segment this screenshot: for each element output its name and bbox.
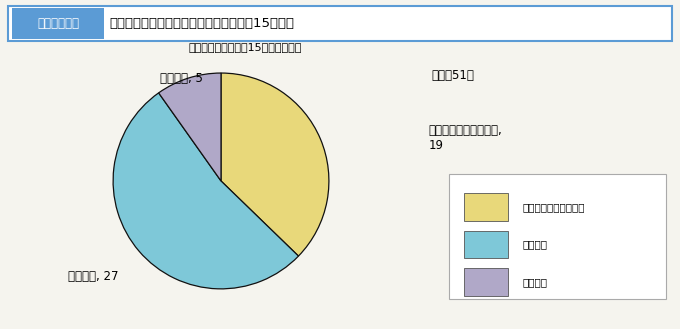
Wedge shape	[113, 93, 299, 289]
Text: 緊急無償, 5: 緊急無償, 5	[160, 72, 203, 86]
Text: 無償資金協力　平成15年度実施件数: 無償資金協力 平成15年度実施件数	[188, 42, 301, 52]
Bar	[464, 231, 507, 258]
Text: 緊急無償: 緊急無償	[523, 277, 548, 287]
Bar	[464, 193, 507, 221]
Text: 防災関係無償資金協力の実施件数（平成15年度）: 防災関係無償資金協力の実施件数（平成15年度）	[109, 17, 294, 30]
Text: 食糧援助: 食糧援助	[523, 240, 548, 249]
Bar	[464, 268, 507, 296]
Text: 総数：51件: 総数：51件	[432, 69, 475, 82]
Text: 図４－３－３: 図４－３－３	[37, 17, 79, 30]
Text: 食糧援助, 27: 食糧援助, 27	[68, 270, 118, 283]
Wedge shape	[221, 73, 329, 256]
Bar	[12, 8, 104, 38]
Text: 一般プロジェクト無償: 一般プロジェクト無償	[523, 202, 585, 212]
Text: 一般プロジェクト無償,
19: 一般プロジェクト無償, 19	[428, 124, 502, 152]
Wedge shape	[158, 73, 221, 181]
